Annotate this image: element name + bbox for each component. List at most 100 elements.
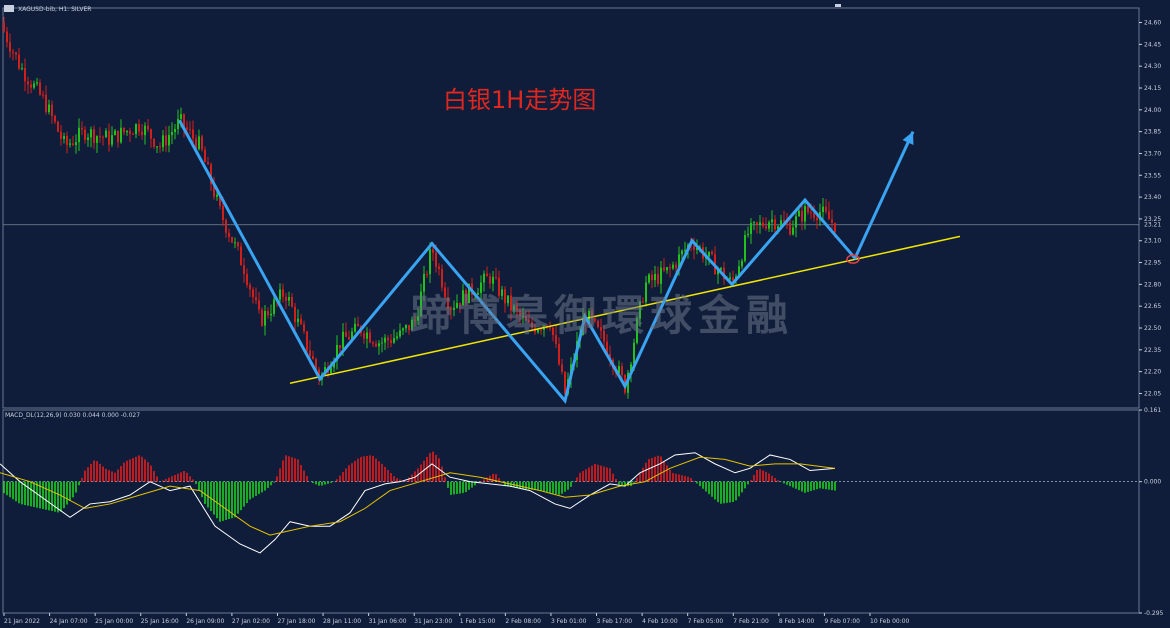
candle-bull: [537, 329, 539, 333]
candle-bull: [384, 337, 386, 343]
candle-bear: [303, 324, 305, 332]
projection-arrow-head: [902, 131, 914, 146]
candle-bear: [249, 284, 251, 290]
candle-bull: [69, 143, 71, 145]
candle-bull: [633, 342, 635, 365]
candle-bull: [588, 310, 590, 322]
candle-bull: [36, 82, 38, 84]
x-tick-label: 3 Feb 01:00: [551, 618, 587, 625]
zigzag-point: [583, 314, 587, 318]
candle-bull: [126, 130, 128, 133]
candle-bull: [198, 136, 200, 150]
candle-bear: [186, 127, 188, 130]
y-tick-label: 23.10: [1144, 238, 1161, 245]
candle-bear: [123, 127, 125, 133]
zigzag-point: [318, 377, 322, 381]
candle-bull: [111, 135, 113, 145]
candle-bear: [93, 129, 95, 143]
x-tick-label: 31 Jan 23:00: [414, 618, 452, 625]
candle-bear: [306, 331, 308, 351]
candle-bear: [549, 327, 551, 329]
candle-bear: [528, 320, 530, 322]
candle-bear: [387, 337, 389, 341]
candle-bull: [744, 234, 746, 261]
candle-bull: [660, 267, 662, 284]
candle-bear: [147, 125, 149, 130]
x-tick-label: 25 Jan 16:00: [141, 618, 179, 625]
candle-bear: [39, 82, 41, 95]
candle-bear: [435, 252, 437, 267]
candle-bull: [822, 206, 824, 213]
candle-bear: [375, 343, 377, 347]
candle-bear: [210, 164, 212, 185]
candle-bear: [282, 289, 284, 297]
candle-bear: [102, 136, 104, 138]
candle-bear: [540, 329, 542, 331]
candle-bear: [663, 267, 665, 271]
chart-title: 白银1H走势图: [443, 86, 596, 114]
candle-bear: [495, 276, 497, 278]
axes: 24.60 24.45 24.30 24.15 24.00 23.85 23.70 23.55…: [3, 20, 1164, 625]
candle-bull: [78, 127, 80, 143]
candle-bear: [12, 51, 14, 53]
candle-bear: [258, 300, 260, 310]
candle-bull: [180, 114, 182, 119]
candle-bull: [402, 328, 404, 331]
candle-bear: [426, 274, 428, 276]
x-tick-label: 7 Feb 05:00: [688, 618, 724, 625]
candle-bear: [789, 222, 791, 235]
candle-bear: [525, 315, 527, 321]
candle-bull: [135, 124, 137, 135]
y-tick-label: 24.15: [1144, 85, 1161, 92]
minimize-icon[interactable]: [835, 4, 841, 7]
x-tick-label: 3 Feb 17:00: [597, 618, 633, 625]
candle-bull: [162, 135, 164, 148]
candle-bear: [309, 350, 311, 357]
candle-bear: [72, 143, 74, 145]
candle-bear: [60, 131, 62, 139]
candle-bull: [270, 313, 272, 316]
candle-bull: [330, 367, 332, 374]
candle-bull: [462, 290, 464, 306]
candle-bear: [237, 242, 239, 247]
signal-line: [0, 456, 836, 536]
candle-bull: [456, 302, 458, 308]
candle-bull: [87, 137, 89, 140]
candle-bear: [3, 22, 5, 32]
candle-bear: [516, 306, 518, 311]
candle-bull: [90, 129, 92, 138]
candle-bear: [459, 302, 461, 306]
candle-bear: [207, 162, 209, 165]
y-tick-label: 24.30: [1144, 63, 1161, 70]
candle-bear: [204, 149, 206, 163]
candle-bear: [294, 306, 296, 323]
candle-bull: [480, 282, 482, 293]
candle-bear: [315, 359, 317, 370]
candle-bull: [513, 306, 515, 311]
candle-bull: [666, 267, 668, 271]
candle-bear: [228, 232, 230, 237]
candle-bear: [651, 274, 653, 281]
y-tick-label: 24.60: [1144, 20, 1161, 27]
candle-bull: [264, 311, 266, 326]
candle-bull: [381, 342, 383, 344]
candle-bear: [732, 277, 734, 281]
zigzag-point: [623, 384, 627, 388]
candle-bull: [156, 146, 158, 148]
candle-bear: [18, 54, 20, 69]
candle-bull: [645, 282, 647, 303]
candle-bear: [828, 211, 830, 220]
candle-bear: [255, 297, 257, 301]
candle-bull: [729, 277, 731, 280]
candle-bull: [753, 222, 755, 224]
candle-bull: [792, 227, 794, 235]
x-tick-label: 21 Jan 2022: [4, 618, 40, 625]
x-tick-label: 31 Jan 06:00: [369, 618, 407, 625]
candle-bear: [438, 266, 440, 270]
zigzag-point: [730, 282, 734, 286]
candle-bear: [606, 341, 608, 354]
candle-bull: [672, 264, 674, 269]
candle-bull: [366, 332, 368, 339]
candle-bear: [564, 371, 566, 394]
